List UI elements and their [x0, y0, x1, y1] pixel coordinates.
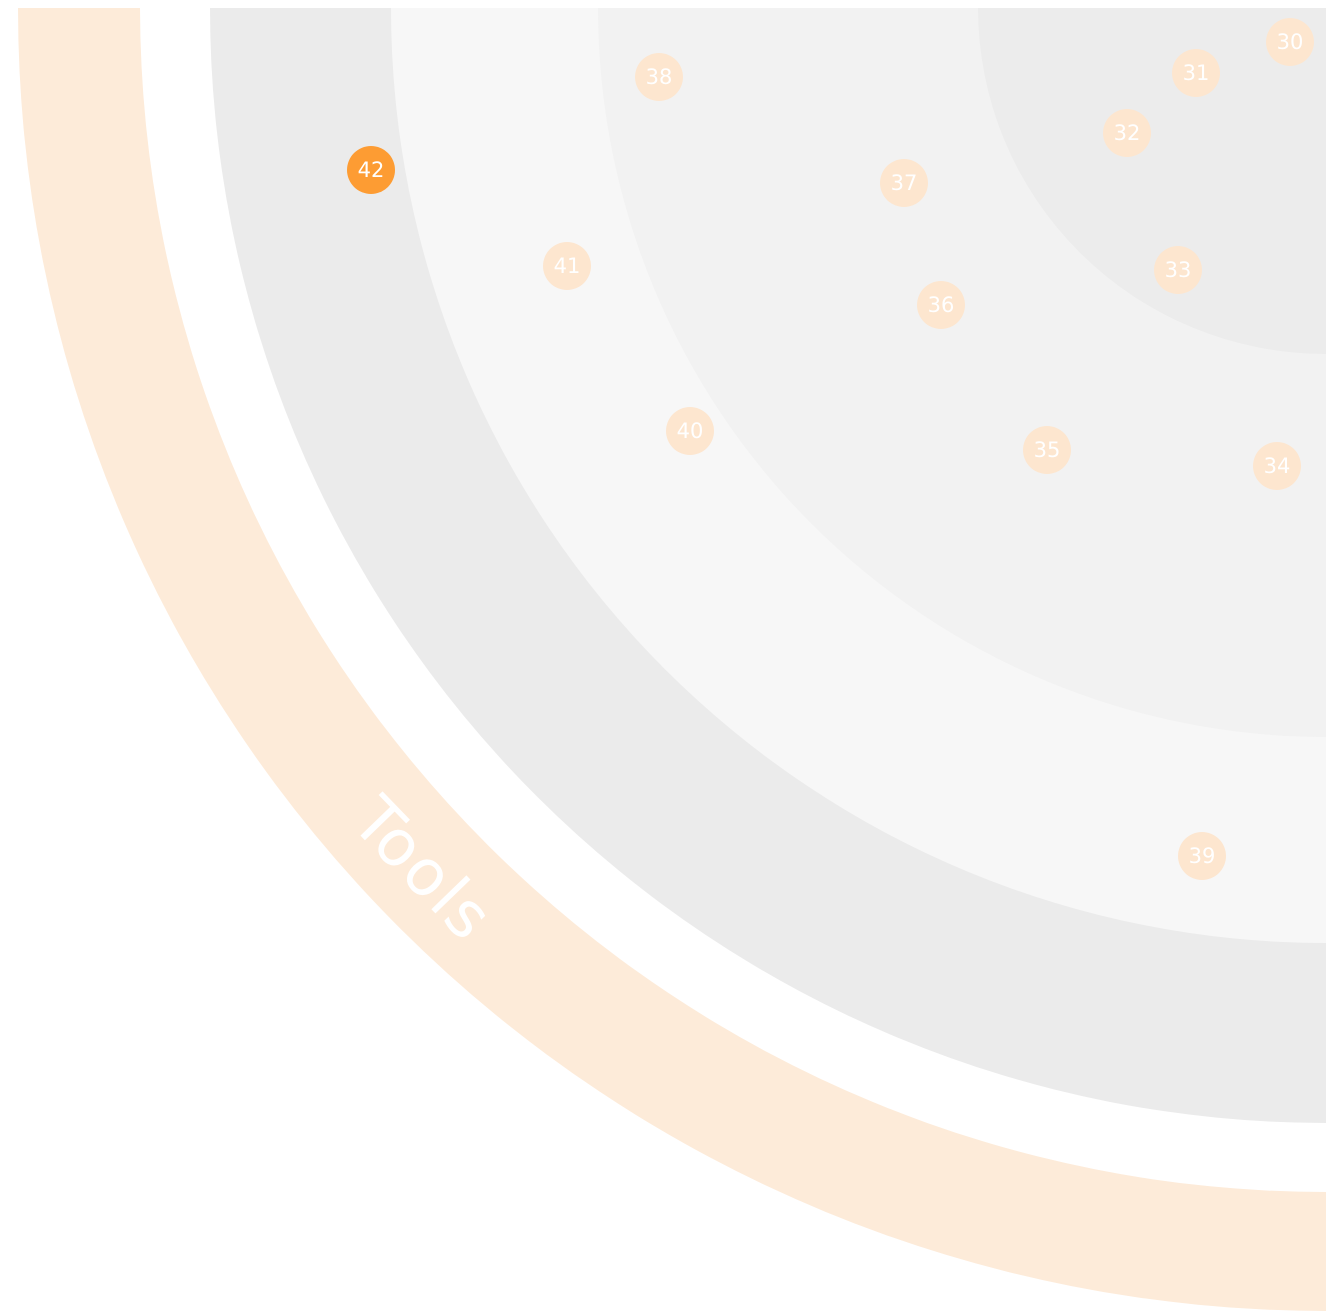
blip-37[interactable]: 37: [880, 159, 928, 207]
blip-marker[interactable]: [1154, 246, 1202, 294]
quadrant-band: [18, 8, 1326, 1311]
blip-38[interactable]: 38: [635, 53, 683, 101]
blip-42[interactable]: 42: [347, 146, 395, 194]
blip-33[interactable]: 33: [1154, 246, 1202, 294]
blip-marker[interactable]: [880, 159, 928, 207]
blip-label: 37: [891, 171, 918, 195]
blip-label: 42: [358, 158, 385, 182]
blip-label: 30: [1277, 30, 1304, 54]
blip-32[interactable]: 32: [1103, 109, 1151, 157]
blip-41[interactable]: 41: [543, 242, 591, 290]
blip-marker[interactable]: [543, 242, 591, 290]
blip-label: 32: [1114, 121, 1141, 145]
blip-marker[interactable]: [1103, 109, 1151, 157]
blip-marker[interactable]: [917, 281, 965, 329]
blip-layer: 30 31 32 33 34 35 36 37 38 39 40 41 42: [347, 18, 1314, 880]
blip-marker[interactable]: [1178, 832, 1226, 880]
blip-marker[interactable]: [347, 146, 395, 194]
blip-label: 39: [1189, 844, 1216, 868]
blip-marker[interactable]: [1172, 49, 1220, 97]
blip-marker[interactable]: [1253, 442, 1301, 490]
blip-label: 40: [677, 419, 704, 443]
blip-label: 35: [1034, 438, 1061, 462]
blip-marker[interactable]: [1266, 18, 1314, 66]
blip-label: 41: [554, 254, 581, 278]
blip-label: 38: [646, 65, 673, 89]
blip-34[interactable]: 34: [1253, 442, 1301, 490]
blip-31[interactable]: 31: [1172, 49, 1220, 97]
blip-39[interactable]: 39: [1178, 832, 1226, 880]
blip-36[interactable]: 36: [917, 281, 965, 329]
blip-40[interactable]: 40: [666, 407, 714, 455]
blip-label: 36: [928, 293, 955, 317]
blip-marker[interactable]: [1023, 426, 1071, 474]
ring-adopt: [978, 8, 1326, 354]
blip-marker[interactable]: [635, 53, 683, 101]
blip-label: 34: [1264, 454, 1291, 478]
blip-label: 31: [1183, 61, 1210, 85]
blip-30[interactable]: 30: [1266, 18, 1314, 66]
blip-35[interactable]: 35: [1023, 426, 1071, 474]
blip-marker[interactable]: [666, 407, 714, 455]
blip-label: 33: [1165, 258, 1192, 282]
